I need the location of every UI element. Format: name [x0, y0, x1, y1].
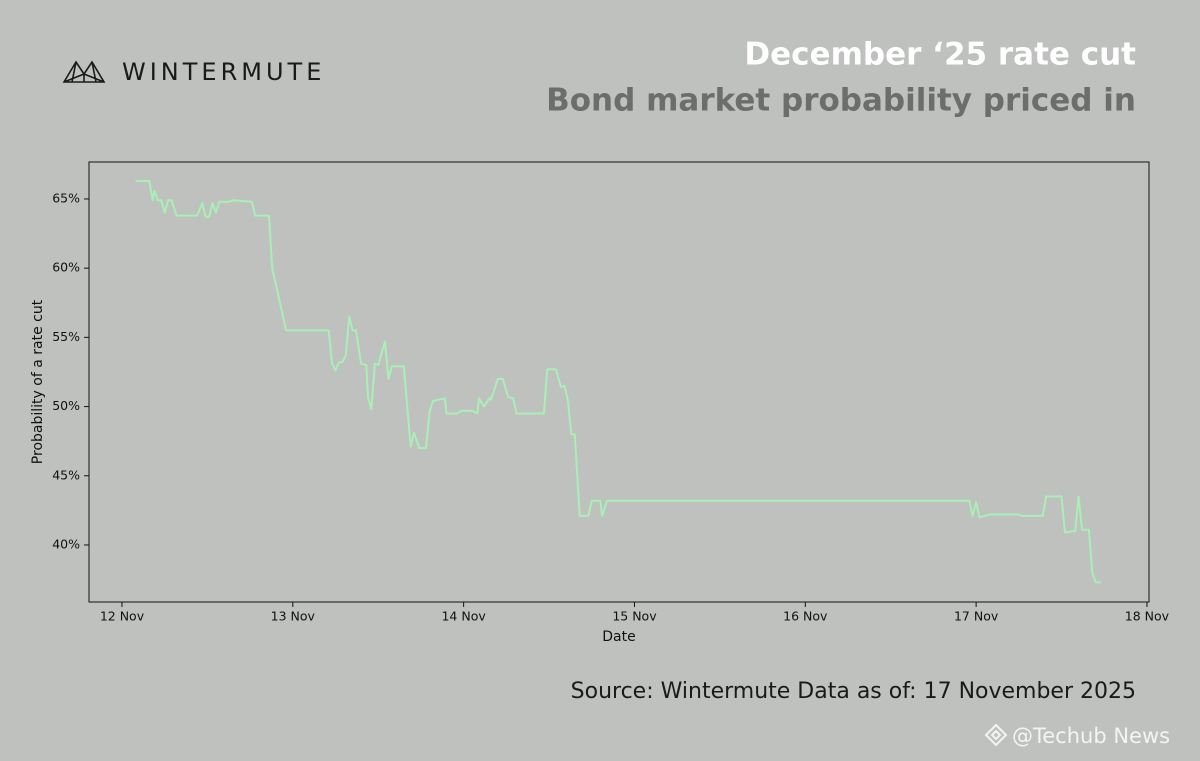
- x-tick-label: 12 Nov: [100, 609, 145, 624]
- x-tick-label: 17 Nov: [954, 609, 999, 624]
- x-tick-label: 18 Nov: [1125, 609, 1170, 624]
- y-tick-label: 65%: [52, 190, 80, 205]
- brand-logo: [62, 60, 106, 83]
- y-tick-label: 60%: [52, 260, 80, 275]
- brand-name: WINTERMUTE: [122, 58, 325, 86]
- source-note: Source: Wintermute Data as of: 17 Novemb…: [571, 679, 1136, 704]
- chart-subtitle: Bond market probability priced in: [546, 83, 1136, 119]
- x-axis-label: Date: [602, 629, 635, 645]
- x-tick-label: 13 Nov: [271, 609, 316, 624]
- x-tick-label: 15 Nov: [612, 609, 657, 624]
- y-axis-label: Probability of a rate cut: [30, 299, 46, 464]
- y-tick-label: 40%: [52, 536, 80, 551]
- y-tick-label: 50%: [52, 398, 80, 413]
- x-tick-label: 16 Nov: [783, 609, 828, 624]
- line-series: [135, 180, 1101, 584]
- plot-frame: [88, 161, 1150, 603]
- y-tick-label: 45%: [52, 467, 80, 482]
- y-tick-label: 55%: [52, 329, 80, 344]
- x-tick-label: 14 Nov: [441, 609, 486, 624]
- watermark-icon: [984, 723, 1008, 747]
- watermark: @Techub News: [1012, 724, 1170, 748]
- chart-title: December ‘25 rate cut: [744, 37, 1136, 73]
